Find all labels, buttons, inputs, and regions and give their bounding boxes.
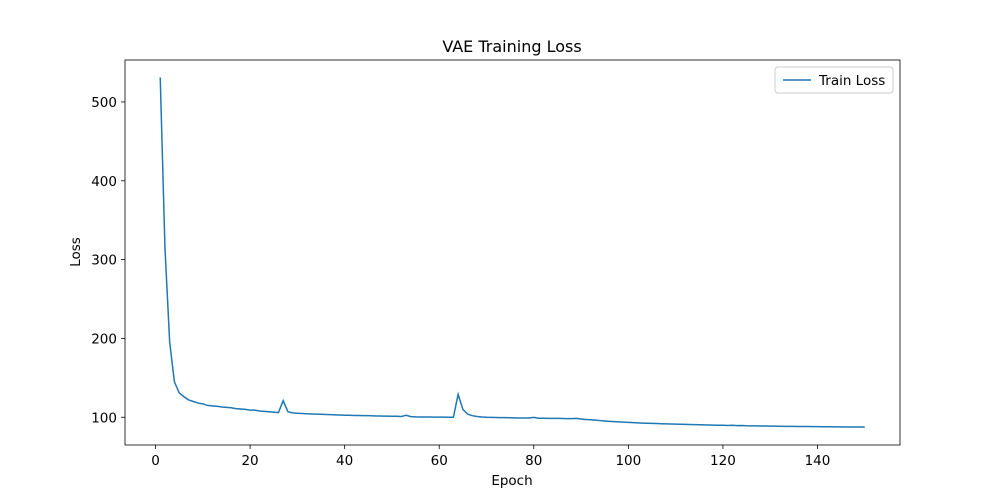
y-tick-label: 200 (91, 331, 117, 347)
plot-frame (124, 59, 901, 446)
y-tick-label: 300 (91, 253, 117, 269)
x-tick-label: 60 (431, 453, 448, 469)
x-tick-label: 0 (151, 453, 160, 469)
line (159, 77, 865, 428)
x-tick-label: 20 (241, 453, 258, 469)
y-tick-label: 100 (91, 410, 117, 426)
x-tick-label: 120 (710, 453, 736, 469)
x-tick-label: 40 (336, 453, 353, 469)
x-tick-label: 140 (805, 453, 831, 469)
y-axis-label: Loss (68, 237, 84, 267)
x-tick-label: 100 (615, 453, 641, 469)
legend-box (774, 66, 894, 94)
legend-label: Train Loss (818, 73, 885, 89)
y-tick-label: 400 (91, 174, 117, 190)
y-tick-label: 500 (91, 95, 117, 111)
x-axis-label: Epoch (491, 473, 532, 489)
x-tick-label: 80 (525, 453, 542, 469)
chart-title: VAE Training Loss (442, 37, 581, 56)
